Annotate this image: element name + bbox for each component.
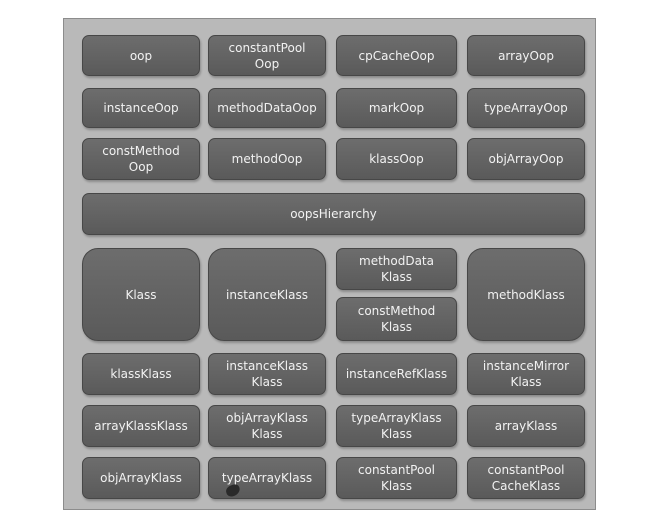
- box-constantpool-oop: constantPool Oop: [208, 35, 326, 76]
- box-constantpool-klass: constantPool Klass: [336, 457, 457, 499]
- box-mark-oop: markOop: [336, 88, 457, 128]
- box-instance-oop: instanceOop: [82, 88, 200, 128]
- box-objarray-klass: objArrayKlass: [82, 457, 200, 499]
- box-instanceref-klass: instanceRefKlass: [336, 353, 457, 395]
- box-typearray-oop: typeArrayOop: [467, 88, 585, 128]
- box-instance-klass: instanceKlass: [208, 248, 326, 341]
- box-klass-klass: klassKlass: [82, 353, 200, 395]
- box-klass: Klass: [82, 248, 200, 341]
- box-objarrayklass-klass: objArrayKlass Klass: [208, 405, 326, 447]
- box-method-oop: methodOop: [208, 138, 326, 180]
- box-typearrayklass-klass: typeArrayKlass Klass: [336, 405, 457, 447]
- box-methoddata-klass: methodData Klass: [336, 248, 457, 290]
- box-constantpoolcache-klass: constantPool CacheKlass: [467, 457, 585, 499]
- box-constmethod-oop: constMethod Oop: [82, 138, 200, 180]
- box-objarray-oop: objArrayOop: [467, 138, 585, 180]
- box-cpcache-oop: cpCacheOop: [336, 35, 457, 76]
- box-array-oop: arrayOop: [467, 35, 585, 76]
- box-method-klass: methodKlass: [467, 248, 585, 341]
- box-instanceklass-klass: instanceKlass Klass: [208, 353, 326, 395]
- box-klass-oop: klassOop: [336, 138, 457, 180]
- box-constmethod-klass: constMethod Klass: [336, 297, 457, 341]
- box-oop: oop: [82, 35, 200, 76]
- box-arrayklass-klass: arrayKlassKlass: [82, 405, 200, 447]
- box-array-klass: arrayKlass: [467, 405, 585, 447]
- box-oops-hierarchy: oopsHierarchy: [82, 193, 585, 235]
- box-methoddata-oop: methodDataOop: [208, 88, 326, 128]
- box-instancemirror-klass: instanceMirror Klass: [467, 353, 585, 395]
